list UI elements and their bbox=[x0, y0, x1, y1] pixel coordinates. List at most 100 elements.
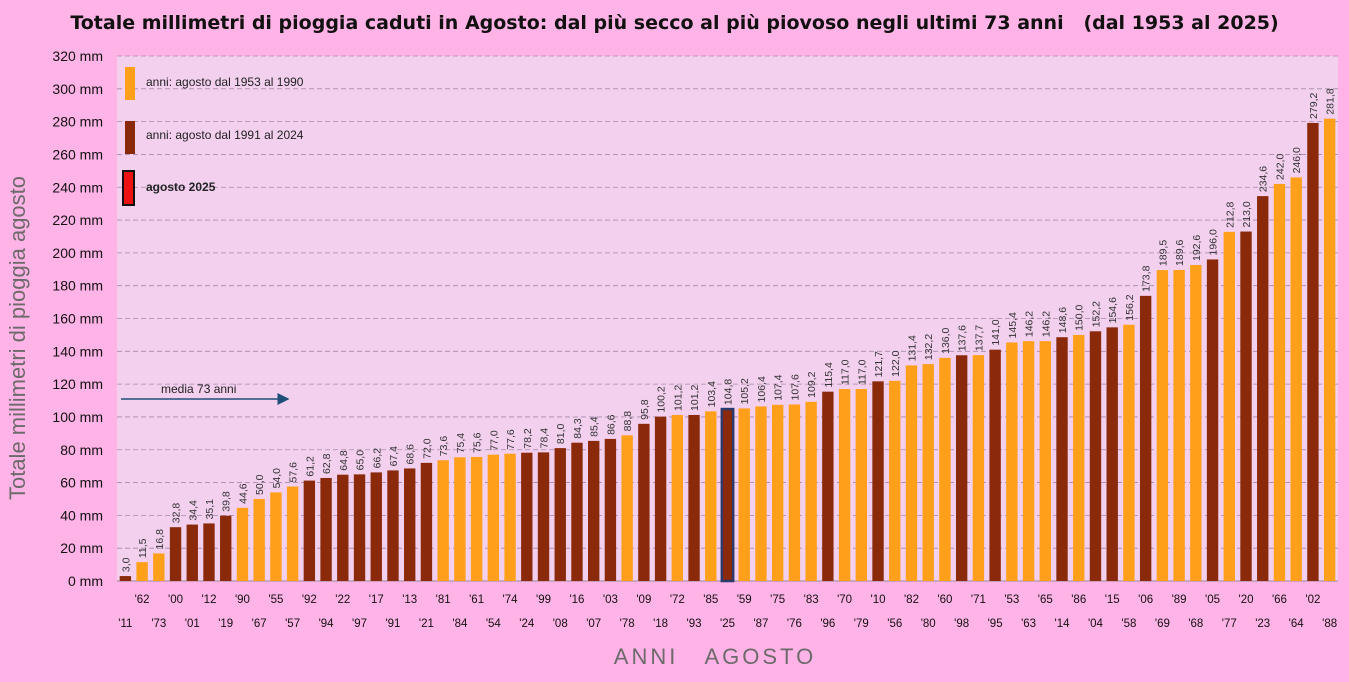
x-tick-label: '87 bbox=[753, 618, 768, 630]
y-tick-label: 260 mm bbox=[52, 146, 103, 162]
x-tick-label: '81 bbox=[436, 594, 451, 606]
bar-01 bbox=[186, 524, 198, 581]
y-tick-label: 60 mm bbox=[60, 475, 103, 491]
value-label: 81,0 bbox=[555, 424, 567, 445]
value-label: 100,2 bbox=[656, 386, 668, 412]
mean-label: media 73 anni bbox=[161, 382, 236, 396]
legend-label-1991-2024: anni: agosto dal 1991 al 2024 bbox=[146, 128, 304, 142]
x-tick-label: '85 bbox=[703, 594, 718, 606]
value-label: 66,2 bbox=[371, 448, 383, 469]
bar-05 bbox=[1206, 259, 1219, 581]
value-label: 35,1 bbox=[204, 499, 216, 520]
x-tick-label: '76 bbox=[787, 618, 802, 630]
y-tick-label: 140 mm bbox=[52, 343, 103, 359]
x-tick-label: '68 bbox=[1188, 618, 1203, 630]
value-label: 141,0 bbox=[990, 319, 1002, 345]
bars bbox=[119, 118, 1336, 583]
y-tick-labels: 0 mm 20 mm 40 mm 60 mm 80 mm 100 mm 120 mm 140 … bbox=[52, 48, 103, 589]
value-label: 11,5 bbox=[137, 538, 149, 558]
x-tick-label: '16 bbox=[569, 594, 584, 606]
bar-63 bbox=[1022, 341, 1035, 581]
x-tick-label: '69 bbox=[1155, 618, 1170, 630]
value-label: 189,5 bbox=[1157, 240, 1169, 266]
x-tick-label: '99 bbox=[536, 594, 551, 606]
bar-61 bbox=[470, 456, 483, 581]
x-tick-label: '93 bbox=[687, 618, 702, 630]
value-label: 109,2 bbox=[806, 371, 818, 397]
x-tick-label: '57 bbox=[285, 618, 300, 630]
x-tick-label: '84 bbox=[452, 618, 468, 630]
bar-95 bbox=[989, 349, 1001, 581]
y-axis-label: Totale millimetri di pioggia agosto bbox=[5, 176, 30, 500]
x-tick-label: '00 bbox=[168, 594, 183, 606]
value-label: 65,0 bbox=[355, 450, 367, 471]
x-tick-label: '92 bbox=[302, 594, 317, 606]
bar-09 bbox=[638, 423, 650, 581]
value-label: 77,6 bbox=[505, 429, 517, 450]
bar-23 bbox=[1257, 196, 1269, 581]
bar-76 bbox=[788, 404, 801, 581]
bar-62 bbox=[136, 562, 148, 581]
y-tick-label: 200 mm bbox=[52, 245, 103, 261]
value-label: 101,2 bbox=[689, 385, 701, 411]
x-tick-label: '72 bbox=[670, 594, 685, 606]
bar-87 bbox=[755, 406, 767, 581]
bar-14 bbox=[1056, 337, 1068, 581]
value-label: 75,6 bbox=[472, 432, 484, 453]
x-tick-label: '63 bbox=[1021, 618, 1036, 630]
value-label: 148,6 bbox=[1057, 307, 1069, 333]
bar-60 bbox=[939, 357, 951, 581]
bar-89 bbox=[1173, 269, 1185, 581]
value-label: 85,4 bbox=[589, 416, 601, 437]
value-label: 117,0 bbox=[856, 359, 868, 385]
value-label: 146,2 bbox=[1024, 311, 1036, 337]
x-tick-label: '09 bbox=[636, 594, 651, 606]
x-tick-label: '66 bbox=[1272, 594, 1287, 606]
y-tick-label: 220 mm bbox=[52, 212, 103, 228]
x-tick-label: '23 bbox=[1255, 618, 1270, 630]
value-label: 78,4 bbox=[539, 428, 551, 449]
bar-16 bbox=[571, 442, 583, 581]
x-tick-label: '62 bbox=[135, 594, 150, 606]
x-tick-label: '18 bbox=[653, 618, 668, 630]
bar-21 bbox=[420, 462, 433, 581]
y-tick-label: 280 mm bbox=[52, 114, 103, 130]
bar-94 bbox=[320, 477, 332, 581]
bar-80 bbox=[922, 364, 934, 581]
bar-84 bbox=[454, 457, 466, 581]
bar-85 bbox=[705, 411, 717, 581]
y-tick-label: 0 mm bbox=[68, 573, 103, 589]
legend-swatch-1991-2024 bbox=[125, 121, 135, 154]
x-tick-label: '73 bbox=[151, 618, 166, 630]
x-tick-label: '15 bbox=[1105, 594, 1120, 606]
value-label: 137,7 bbox=[973, 325, 985, 351]
x-tick-label: '54 bbox=[486, 618, 502, 630]
bar-64 bbox=[1290, 177, 1302, 581]
bar-92 bbox=[303, 480, 316, 581]
bar-02 bbox=[1307, 122, 1319, 581]
value-label: 61,2 bbox=[304, 456, 316, 477]
bar-03 bbox=[604, 438, 617, 581]
bar-83 bbox=[805, 401, 817, 581]
bar-74 bbox=[504, 453, 516, 581]
x-tick-label: '01 bbox=[185, 618, 200, 630]
value-label: 34,4 bbox=[187, 500, 199, 521]
bar-96 bbox=[822, 391, 834, 581]
value-label: 68,6 bbox=[405, 444, 417, 465]
mean-annotation: media 73 anni bbox=[121, 382, 290, 405]
bar-18 bbox=[654, 416, 667, 581]
value-label: 104,8 bbox=[723, 379, 735, 405]
value-label: 279,2 bbox=[1308, 93, 1320, 119]
value-label: 39,8 bbox=[221, 491, 233, 512]
bar-55 bbox=[270, 492, 282, 581]
value-label: 146,2 bbox=[1040, 311, 1052, 337]
legend-label-1953-1990: anni: agosto dal 1953 al 1990 bbox=[146, 75, 304, 89]
x-tick-label: '17 bbox=[369, 594, 384, 606]
value-label: 242,0 bbox=[1274, 154, 1286, 180]
y-tick-label: 160 mm bbox=[52, 311, 103, 327]
x-tick-label: '94 bbox=[319, 618, 335, 630]
x-tick-label: '56 bbox=[887, 618, 902, 630]
x-tick-label: '03 bbox=[603, 594, 618, 606]
x-tick-label: '13 bbox=[402, 594, 417, 606]
